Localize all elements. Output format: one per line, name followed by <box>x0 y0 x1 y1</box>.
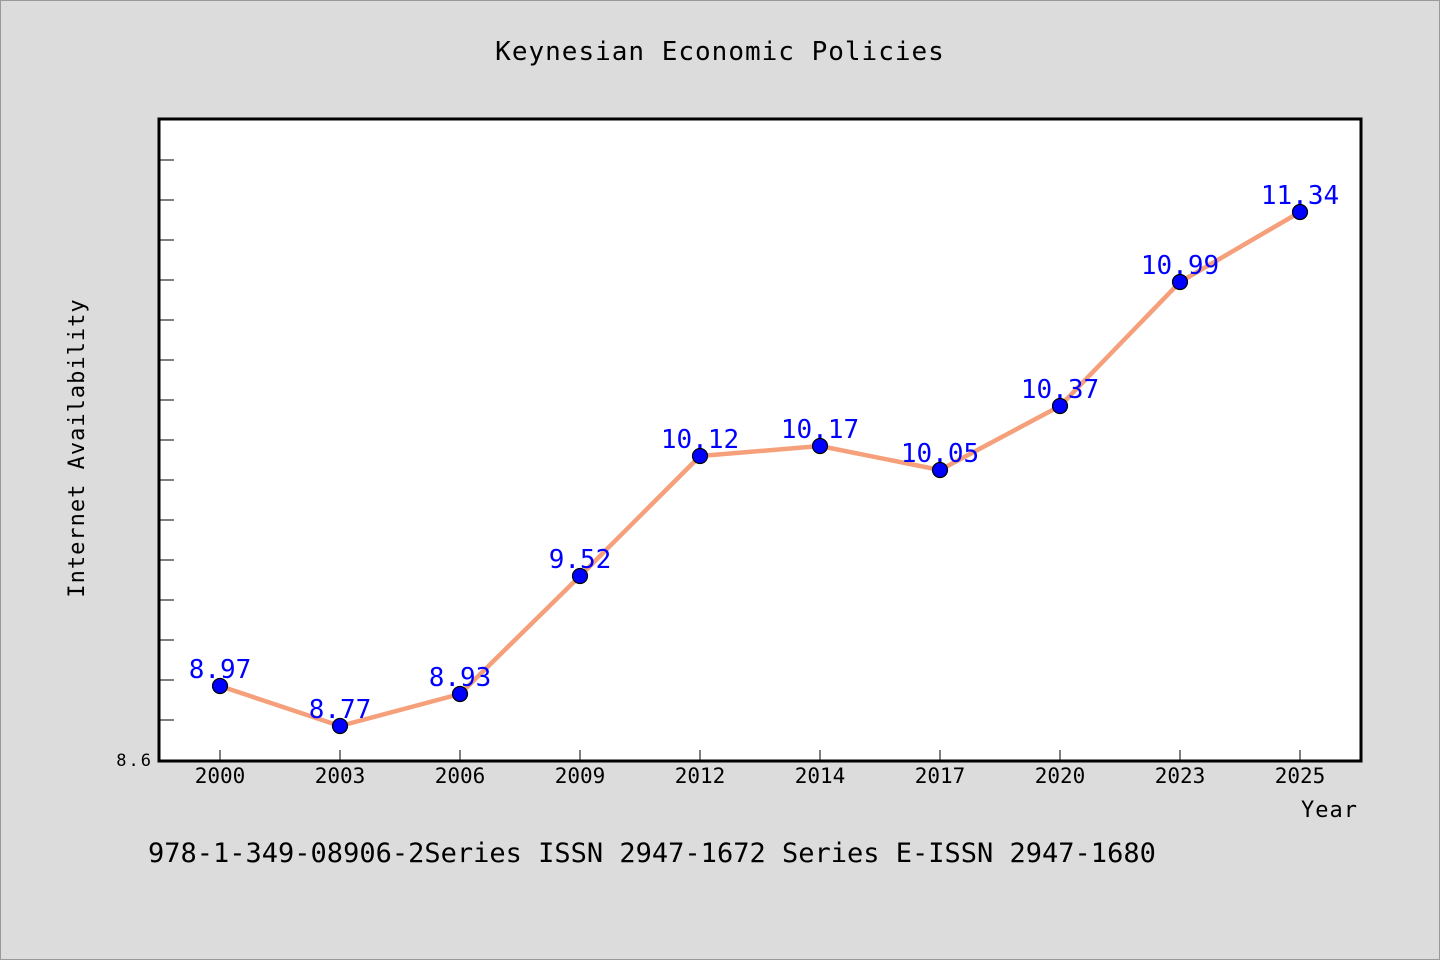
plot-area <box>157 117 1363 763</box>
data-label: 10.37 <box>1021 375 1099 405</box>
data-point <box>931 461 949 479</box>
data-point <box>571 567 589 585</box>
data-label: 8.93 <box>429 663 492 693</box>
x-tick-label: 2023 <box>1155 764 1206 788</box>
data-label: 11.34 <box>1261 181 1339 211</box>
data-point <box>1171 273 1189 291</box>
x-axis-ticks: 2000 2003 2006 2009 2012 2014 2017 2020 2023 2025 <box>195 750 1326 788</box>
data-label: 10.99 <box>1141 251 1219 281</box>
series-group: 8.97 8.77 8.93 9.52 10.12 10.17 10.05 10.37 10.9… <box>189 181 1339 735</box>
data-point <box>211 677 229 695</box>
x-tick-label: 2003 <box>315 764 366 788</box>
series-line <box>217 209 1303 729</box>
data-point <box>1291 203 1309 221</box>
x-tick-label: 2017 <box>915 764 966 788</box>
chart-title: Keynesian Economic Policies <box>495 37 945 67</box>
data-label: 8.97 <box>189 655 252 685</box>
x-tick-label: 2012 <box>675 764 726 788</box>
y-tick-label: 8.6 <box>116 751 153 771</box>
footer-text: 978-1-349-08906-2Series ISSN 2947-1672 S… <box>148 838 1156 869</box>
data-point <box>811 437 829 455</box>
x-tick-label: 2014 <box>795 764 846 788</box>
y-axis-label: Internet Availability <box>65 298 90 597</box>
x-tick-label: 2006 <box>435 764 486 788</box>
data-label: 10.12 <box>661 425 739 455</box>
data-point <box>451 685 469 703</box>
x-tick-label: 2009 <box>555 764 606 788</box>
data-label: 8.77 <box>309 695 372 725</box>
data-label: 10.05 <box>901 439 979 469</box>
y-axis-ticks: 8.6 <box>116 159 174 771</box>
data-point <box>331 717 349 735</box>
x-tick-label: 2000 <box>195 764 246 788</box>
data-label: 9.52 <box>549 545 612 575</box>
x-axis-label: Year <box>1301 798 1358 823</box>
x-tick-label: 2020 <box>1035 764 1086 788</box>
x-tick-label: 2025 <box>1275 764 1326 788</box>
data-point <box>1051 397 1069 415</box>
data-label: 10.17 <box>781 415 859 445</box>
data-point <box>691 447 709 465</box>
